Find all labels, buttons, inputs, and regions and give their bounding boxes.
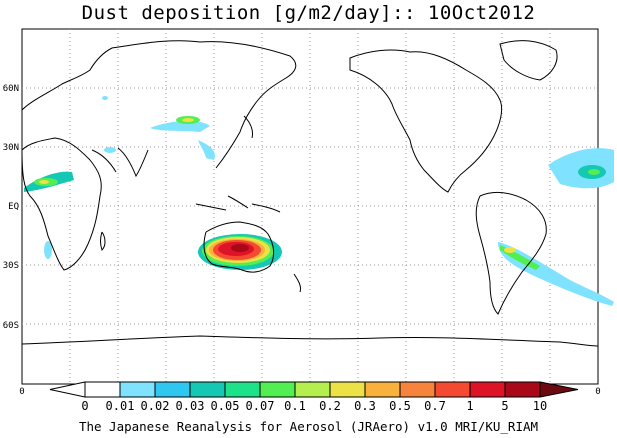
colorbar-tick-label: 0: [81, 399, 88, 413]
graticule: [22, 29, 598, 384]
coast-north-asia: [111, 40, 297, 169]
colorbar-bin: [119, 381, 156, 398]
colorbar-tick-label: 5: [501, 399, 508, 413]
dust-southern-africa: [44, 241, 52, 259]
colorbar-tick-label: 0.1: [284, 399, 306, 413]
map-title: Dust deposition [g/m2/day]:: 10Oct2012: [81, 2, 536, 24]
colorbar-tick-label: 0.03: [176, 399, 205, 413]
coast-japan: [243, 115, 253, 139]
colorbar-bin: [224, 381, 261, 398]
colorbar-bin: [504, 381, 541, 398]
colorbar-bin: [259, 381, 296, 398]
coast-europe: [21, 47, 113, 111]
coast-africa-europe: [21, 137, 102, 271]
lon-label-left: 0: [19, 387, 24, 397]
coast-australia: [203, 221, 275, 273]
dust-asia: [102, 96, 216, 160]
colorbar-bin: [329, 381, 366, 398]
colorbar-bin: [364, 381, 401, 398]
coast-antarctica: [21, 335, 599, 347]
coast-madagascar: [100, 231, 106, 251]
footer-credit: The Japanese Reanalysis for Aerosol (JRA…: [78, 419, 539, 434]
lat-label-eq: EQ: [8, 202, 19, 212]
colorbar-bin: [189, 381, 226, 398]
lat-label-30s: 30S: [3, 261, 19, 271]
dust-south-america: [498, 242, 614, 306]
colorbar-tick-label: 0.05: [211, 399, 240, 413]
colorbar-tick-label: 10: [533, 399, 547, 413]
colorbar-over-triangle: [539, 381, 579, 398]
colorbar-tick-label: 0.07: [246, 399, 275, 413]
colorbar-bin: [84, 381, 121, 398]
coast-arabia-india: [91, 147, 149, 178]
lon-label-right: 0: [595, 387, 600, 397]
dust-shading: [24, 96, 614, 306]
colorbar-tick-label: 0.02: [141, 399, 170, 413]
colorbar-bin: [294, 381, 331, 398]
colorbar-tick-label: 1: [466, 399, 473, 413]
dust-atlantic: [548, 148, 614, 189]
lat-label-60n: 60N: [3, 84, 19, 94]
colorbar-tick-label: 0.7: [424, 399, 446, 413]
coast-north-america: [349, 49, 503, 193]
coast-indonesia: [195, 195, 281, 213]
colorbar-tick-label: 0.3: [354, 399, 376, 413]
colorbar-bin: [399, 381, 436, 398]
latitude-labels: 60N 30N EQ 30S 60S: [3, 84, 19, 331]
colorbar-tick-label: 0.2: [319, 399, 341, 413]
lat-label-60s: 60S: [3, 321, 19, 331]
coast-south-america: [475, 192, 547, 315]
colorbar-bin: [469, 381, 506, 398]
colorbar-tick-label: 0.5: [389, 399, 411, 413]
colorbar: 0 0.01 0.02 0.03 0.05 0.07 0.1 0.2 0.3 0.5 0.7 1 5 10: [49, 381, 579, 413]
lat-label-30n: 30N: [3, 143, 19, 153]
colorbar-bin: [434, 381, 471, 398]
dust-west-africa: [24, 171, 74, 192]
coastlines: [21, 40, 599, 347]
dust-australia: [198, 234, 282, 270]
coast-new-zealand: [293, 273, 301, 293]
colorbar-tick-label: 0.01: [106, 399, 135, 413]
colorbar-bin: [154, 381, 191, 398]
coast-greenland: [499, 40, 558, 81]
